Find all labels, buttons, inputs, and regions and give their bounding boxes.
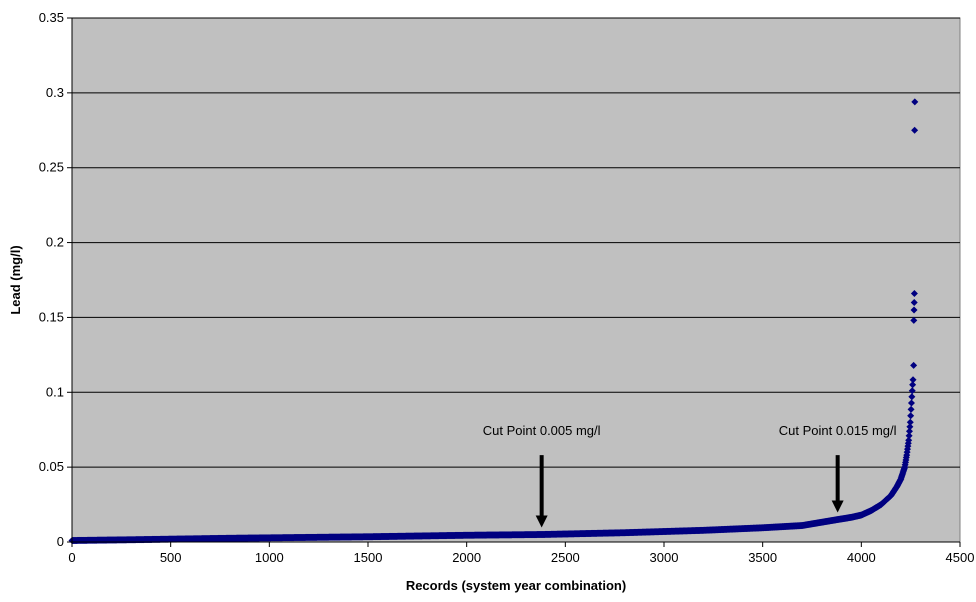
annotation-label: Cut Point 0.005 mg/l <box>483 423 601 438</box>
y-tick-label: 0 <box>57 534 64 549</box>
y-axis-title: Lead (mg/l) <box>8 245 23 314</box>
axes: 0 0.05 0.1 0.15 0.2 0.25 0.3 0.35 0 500 1000 1500 20… <box>39 10 975 565</box>
x-tick-label: 1500 <box>354 550 383 565</box>
data-point <box>910 316 918 324</box>
x-tick-label: 3500 <box>748 550 777 565</box>
x-tick-label: 0 <box>68 550 75 565</box>
data-point <box>905 427 913 435</box>
x-tick-label: 4500 <box>946 550 975 565</box>
annotation-label: Cut Point 0.015 mg/l <box>779 423 897 438</box>
annotation-arrow-head <box>831 500 844 513</box>
data-point <box>907 412 915 420</box>
annotation-arrow-head <box>535 515 548 528</box>
data-point <box>910 361 918 369</box>
y-tick-label: 0.15 <box>39 309 64 324</box>
data-point <box>905 436 913 444</box>
y-tick-label: 0.35 <box>39 10 64 25</box>
data-point <box>910 289 918 297</box>
x-tick-label: 1000 <box>255 550 284 565</box>
x-tick-label: 500 <box>160 550 182 565</box>
x-tick-label: 3000 <box>650 550 679 565</box>
x-axis-title: Records (system year combination) <box>406 578 626 593</box>
data-point <box>909 381 917 389</box>
annotations: Cut Point 0.005 mg/l Cut Point 0.015 mg/l <box>483 423 897 528</box>
x-tick-label: 4000 <box>847 550 876 565</box>
gridlines <box>72 17 960 468</box>
y-tick-label: 0.2 <box>46 235 64 250</box>
data-point <box>908 387 916 395</box>
data-points <box>68 98 919 545</box>
data-point <box>906 423 914 431</box>
data-point <box>907 399 915 407</box>
y-tick-label: 0.1 <box>46 384 64 399</box>
y-tick-label: 0.05 <box>39 459 64 474</box>
x-tick-label: 2500 <box>551 550 580 565</box>
data-point <box>910 306 918 314</box>
data-point <box>911 98 919 106</box>
data-point <box>907 405 915 413</box>
data-point <box>910 298 918 306</box>
y-tick-label: 0.25 <box>39 160 64 175</box>
x-tick-label: 2000 <box>452 550 481 565</box>
data-point <box>905 432 913 440</box>
y-tick-label: 0.3 <box>46 85 64 100</box>
data-point <box>911 126 919 134</box>
plot-area <box>71 17 961 543</box>
data-point <box>906 418 914 426</box>
data-point <box>909 376 917 384</box>
data-point <box>908 393 916 401</box>
